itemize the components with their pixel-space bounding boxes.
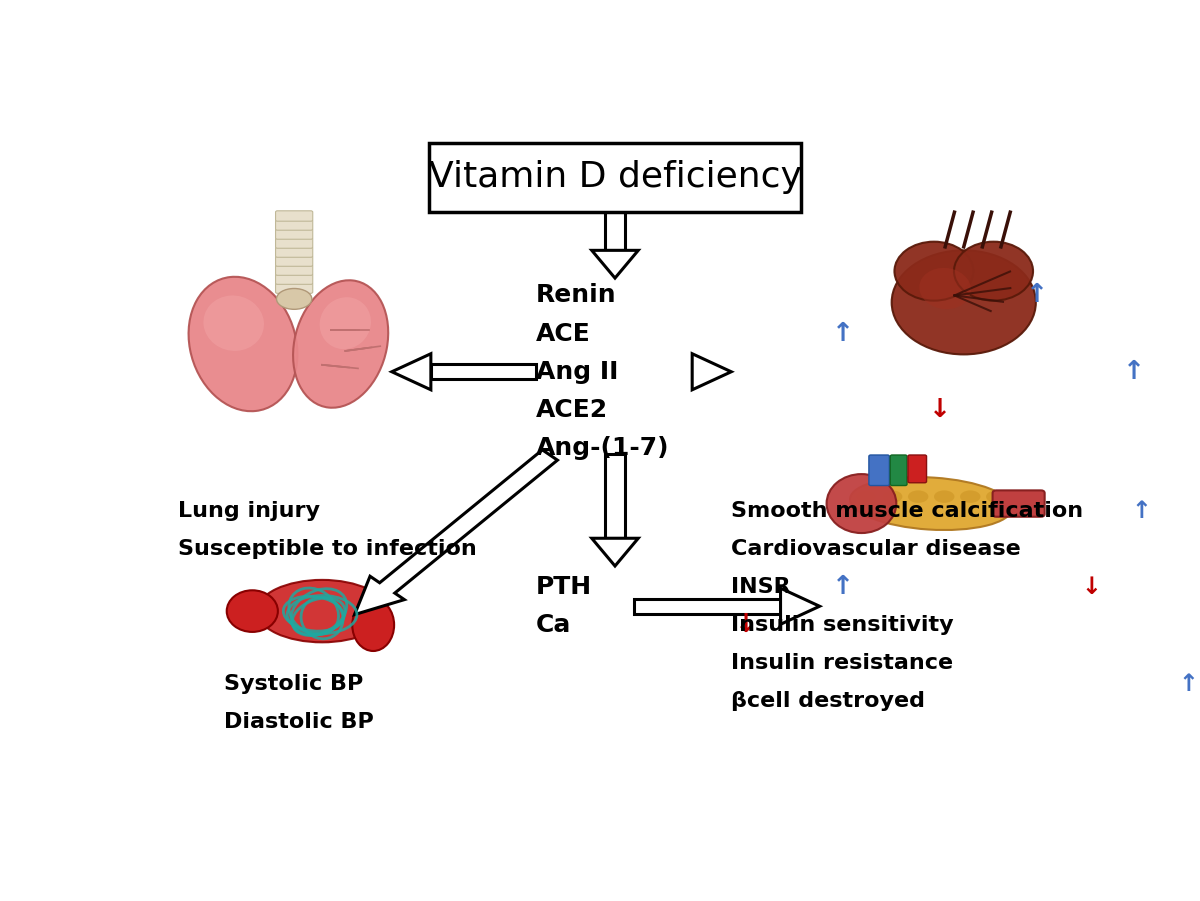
Polygon shape bbox=[592, 538, 638, 566]
Text: ↑: ↑ bbox=[1178, 672, 1198, 696]
Ellipse shape bbox=[892, 250, 1036, 354]
FancyBboxPatch shape bbox=[890, 455, 907, 486]
FancyBboxPatch shape bbox=[276, 211, 313, 222]
Text: Vitamin D deficiency: Vitamin D deficiency bbox=[428, 160, 802, 195]
Text: ACE: ACE bbox=[536, 322, 590, 346]
Ellipse shape bbox=[227, 590, 278, 632]
FancyBboxPatch shape bbox=[869, 455, 889, 486]
Polygon shape bbox=[780, 588, 820, 624]
Polygon shape bbox=[692, 354, 731, 390]
Text: ↑: ↑ bbox=[1132, 498, 1152, 523]
Text: Ang II: Ang II bbox=[536, 359, 618, 384]
Text: ↑: ↑ bbox=[1123, 359, 1145, 385]
FancyBboxPatch shape bbox=[276, 220, 313, 231]
FancyBboxPatch shape bbox=[276, 238, 313, 249]
FancyBboxPatch shape bbox=[276, 247, 313, 258]
FancyBboxPatch shape bbox=[276, 256, 313, 267]
Text: ↑: ↑ bbox=[1026, 282, 1048, 308]
FancyBboxPatch shape bbox=[992, 490, 1045, 517]
Text: ↑: ↑ bbox=[832, 321, 854, 347]
Bar bbox=[605, 209, 625, 250]
FancyBboxPatch shape bbox=[276, 283, 313, 294]
FancyBboxPatch shape bbox=[908, 455, 926, 483]
Text: ↓: ↓ bbox=[929, 397, 952, 423]
Ellipse shape bbox=[353, 599, 394, 651]
Polygon shape bbox=[592, 250, 638, 278]
FancyBboxPatch shape bbox=[430, 142, 802, 213]
Text: ↑: ↑ bbox=[832, 574, 854, 600]
FancyBboxPatch shape bbox=[276, 274, 313, 285]
Text: Susceptible to infection: Susceptible to infection bbox=[178, 539, 476, 559]
Polygon shape bbox=[355, 450, 558, 614]
Text: Lung injury: Lung injury bbox=[178, 501, 320, 521]
Ellipse shape bbox=[276, 288, 312, 309]
Text: Smooth muscle calcification: Smooth muscle calcification bbox=[731, 501, 1084, 521]
Text: INSR: INSR bbox=[731, 577, 791, 596]
Ellipse shape bbox=[188, 277, 298, 411]
Text: Systolic BP: Systolic BP bbox=[224, 674, 364, 694]
Text: Renin: Renin bbox=[536, 284, 617, 307]
Text: Insulin sensitivity: Insulin sensitivity bbox=[731, 615, 954, 635]
Text: ACE2: ACE2 bbox=[536, 398, 608, 422]
Ellipse shape bbox=[954, 241, 1033, 301]
Text: ↓: ↓ bbox=[1081, 575, 1100, 599]
Ellipse shape bbox=[882, 490, 902, 503]
Ellipse shape bbox=[827, 474, 896, 533]
Bar bbox=[605, 453, 625, 538]
FancyBboxPatch shape bbox=[276, 265, 313, 276]
Ellipse shape bbox=[919, 268, 971, 309]
Ellipse shape bbox=[293, 280, 389, 408]
Ellipse shape bbox=[257, 580, 388, 642]
Text: Cardiovascular disease: Cardiovascular disease bbox=[731, 539, 1021, 559]
Bar bbox=[431, 364, 536, 379]
Text: PTH: PTH bbox=[536, 575, 592, 599]
Text: Ang-(1-7): Ang-(1-7) bbox=[536, 436, 670, 460]
Ellipse shape bbox=[204, 296, 264, 350]
Ellipse shape bbox=[934, 490, 954, 503]
Text: βcell destroyed: βcell destroyed bbox=[731, 691, 925, 711]
Ellipse shape bbox=[850, 478, 1013, 530]
Bar bbox=[634, 598, 780, 614]
Bar bbox=[692, 364, 694, 379]
Text: Diastolic BP: Diastolic BP bbox=[224, 712, 374, 733]
Ellipse shape bbox=[856, 490, 876, 503]
Ellipse shape bbox=[960, 490, 980, 503]
Text: ↓: ↓ bbox=[734, 612, 757, 638]
Ellipse shape bbox=[986, 490, 1007, 503]
FancyBboxPatch shape bbox=[276, 229, 313, 240]
Ellipse shape bbox=[894, 241, 973, 301]
Text: Insulin resistance: Insulin resistance bbox=[731, 653, 953, 673]
Ellipse shape bbox=[319, 297, 371, 350]
Text: Ca: Ca bbox=[536, 613, 571, 637]
Ellipse shape bbox=[908, 490, 929, 503]
Polygon shape bbox=[391, 354, 431, 390]
